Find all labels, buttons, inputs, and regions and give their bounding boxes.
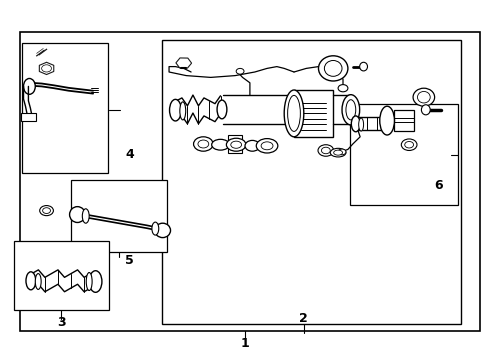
- Ellipse shape: [226, 138, 246, 151]
- Bar: [21, 113, 36, 121]
- Bar: [223, 95, 316, 124]
- Text: 3: 3: [57, 316, 66, 329]
- Bar: [228, 135, 242, 144]
- Ellipse shape: [401, 139, 417, 150]
- Bar: [394, 110, 414, 131]
- Ellipse shape: [217, 100, 227, 119]
- Ellipse shape: [256, 139, 278, 153]
- Ellipse shape: [89, 271, 102, 292]
- Text: 1: 1: [241, 337, 249, 350]
- Ellipse shape: [359, 118, 364, 131]
- Text: 2: 2: [299, 312, 308, 325]
- Ellipse shape: [43, 208, 50, 213]
- Ellipse shape: [231, 141, 242, 148]
- Ellipse shape: [417, 91, 430, 103]
- Ellipse shape: [334, 150, 343, 155]
- Ellipse shape: [236, 68, 244, 74]
- Ellipse shape: [42, 65, 51, 72]
- Ellipse shape: [318, 145, 334, 156]
- Ellipse shape: [338, 85, 348, 92]
- Ellipse shape: [194, 137, 213, 151]
- Ellipse shape: [170, 99, 181, 121]
- Ellipse shape: [380, 106, 394, 135]
- Bar: [14, 241, 109, 310]
- Ellipse shape: [180, 102, 186, 120]
- Ellipse shape: [86, 273, 92, 291]
- Ellipse shape: [245, 140, 260, 151]
- Ellipse shape: [405, 141, 414, 148]
- Ellipse shape: [40, 206, 53, 216]
- Ellipse shape: [35, 274, 41, 289]
- Ellipse shape: [152, 222, 159, 235]
- Ellipse shape: [324, 60, 342, 76]
- Bar: [20, 32, 480, 331]
- Ellipse shape: [421, 105, 430, 115]
- Ellipse shape: [342, 95, 360, 125]
- Ellipse shape: [288, 95, 300, 131]
- Bar: [294, 90, 333, 137]
- Ellipse shape: [351, 116, 360, 132]
- Ellipse shape: [24, 78, 35, 94]
- Ellipse shape: [198, 140, 209, 148]
- Ellipse shape: [284, 90, 304, 137]
- Ellipse shape: [212, 139, 229, 150]
- Ellipse shape: [26, 272, 36, 290]
- Bar: [162, 40, 461, 324]
- Ellipse shape: [318, 56, 348, 81]
- Bar: [22, 43, 108, 173]
- Ellipse shape: [261, 142, 273, 150]
- Ellipse shape: [155, 223, 171, 238]
- Text: 5: 5: [125, 255, 134, 267]
- Ellipse shape: [82, 209, 89, 223]
- Text: 4: 4: [125, 148, 134, 161]
- Bar: [350, 104, 458, 205]
- Bar: [387, 108, 414, 133]
- Ellipse shape: [321, 147, 330, 154]
- Ellipse shape: [413, 88, 435, 106]
- Ellipse shape: [330, 148, 346, 157]
- Bar: [71, 180, 167, 252]
- Text: 6: 6: [434, 179, 443, 192]
- Ellipse shape: [360, 62, 368, 71]
- Ellipse shape: [70, 207, 85, 222]
- Ellipse shape: [346, 100, 356, 120]
- Ellipse shape: [338, 149, 346, 155]
- Bar: [228, 144, 242, 153]
